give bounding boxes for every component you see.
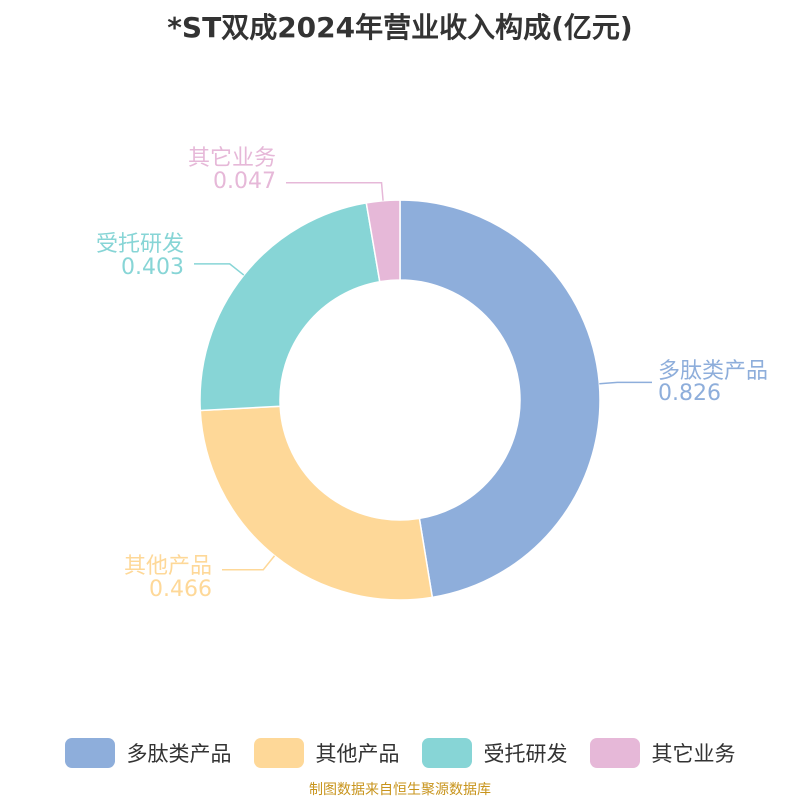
legend-item-contract-rd[interactable]: 受托研发: [421, 738, 568, 768]
leader-line-2: [194, 263, 245, 276]
slice-3[interactable]: [365, 199, 401, 283]
source-note: 制图数据来自恒生聚源数据库: [309, 782, 491, 798]
slice-label-2: 受托研发: [96, 232, 184, 257]
legend: 多肽类产品 其他产品 受托研发 其它业务: [0, 738, 800, 768]
leader-line-3: [286, 182, 384, 201]
slice-value-1: 0.466: [149, 577, 212, 602]
slice-label-0: 多肽类产品: [658, 359, 768, 384]
legend-label-contract-rd: 受托研发: [483, 742, 568, 766]
chart-title: *ST双成2024年营业收入构成(亿元): [167, 11, 633, 44]
slice-label-3: 其它业务: [188, 146, 276, 171]
leader-line-0: [599, 381, 652, 385]
legend-swatch-other-products: [253, 738, 304, 768]
slice-0[interactable]: [399, 199, 601, 599]
legend-swatch-peptide: [64, 738, 115, 768]
slice-1[interactable]: [199, 405, 434, 601]
slice-value-3: 0.047: [213, 169, 276, 194]
legend-label-peptide: 多肽类产品: [126, 742, 232, 766]
legend-item-other-products[interactable]: 其他产品: [253, 738, 400, 768]
legend-label-other-business: 其它业务: [651, 742, 736, 766]
legend-swatch-contract-rd: [421, 738, 472, 768]
legend-label-other-products: 其他产品: [315, 742, 400, 766]
slice-value-0: 0.826: [658, 381, 721, 406]
slice-value-2: 0.403: [121, 255, 184, 280]
legend-swatch-other-business: [589, 738, 640, 768]
leader-line-1: [222, 555, 276, 571]
legend-item-other-business[interactable]: 其它业务: [589, 738, 736, 768]
slice-label-1: 其他产品: [124, 554, 212, 579]
legend-item-peptide[interactable]: 多肽类产品: [64, 738, 232, 768]
slice-2[interactable]: [199, 202, 381, 412]
